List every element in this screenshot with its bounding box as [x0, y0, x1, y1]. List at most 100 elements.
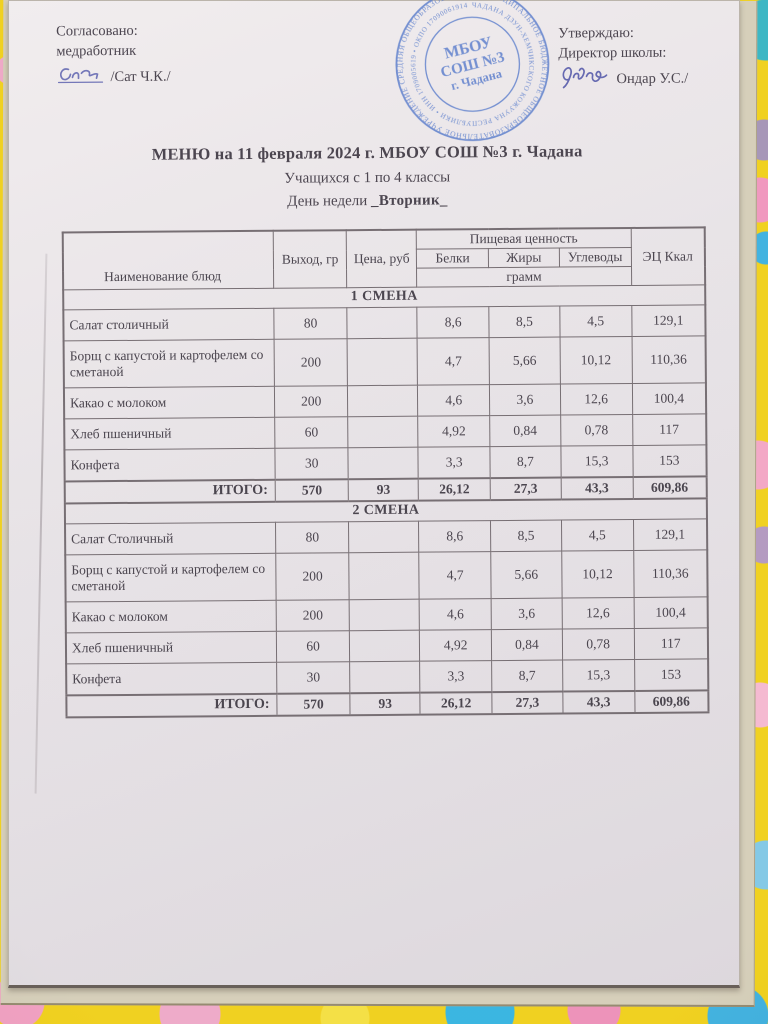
price-cell [349, 661, 421, 694]
header-dish-name: Наименование блюд [62, 230, 274, 290]
header-protein: Белки [416, 248, 489, 269]
menu-table-body: 1 СМЕНА Салат столичный 80 8,6 8,5 4,5 129,1 Бо… [63, 284, 709, 718]
energy-cell: 129,1 [631, 304, 706, 337]
title-block: МЕНЮ на 11 февраля 2024 г. МБОУ СОШ №3 г… [7, 140, 728, 213]
dish-name-cell: Хлеб пшеничный [65, 631, 277, 664]
totals-label-cell: ИТОГО: [66, 693, 278, 718]
carbs-cell: 12,6 [561, 597, 634, 630]
approval-left-title: Согласовано: [56, 22, 138, 40]
fat-cell: 8,7 [490, 446, 561, 479]
carbs-cell: 0,78 [560, 414, 633, 447]
carbs-cell: 4,5 [561, 519, 634, 552]
price-cell [347, 338, 418, 386]
approval-left-signature-row: /Сат Ч.К./ [56, 61, 171, 88]
protein-cell: 8,6 [417, 306, 490, 339]
document-content: Согласовано: медработник /Сат Ч.К./ Утве… [6, 0, 744, 988]
dish-name-cell: Конфета [66, 662, 277, 696]
total-carbs-cell: 43,3 [560, 476, 633, 500]
protein-cell: 4,7 [417, 337, 490, 386]
total-price-cell: 93 [348, 478, 419, 502]
dish-name-cell: Борщ с капустой и картофелем со сметаной [63, 339, 275, 388]
protein-cell: 4,7 [418, 551, 492, 600]
total-fat-cell: 27,3 [490, 477, 562, 501]
output-cell: 200 [275, 552, 350, 601]
price-cell [347, 385, 418, 417]
table-row: Какао с молоком 200 4,6 3,6 12,6 100,4 [63, 382, 707, 419]
protein-cell: 8,6 [418, 520, 491, 553]
dish-name-cell: Какао с молоком [65, 600, 277, 633]
price-cell [347, 307, 418, 339]
fat-cell: 8,5 [490, 520, 562, 552]
output-cell: 60 [274, 416, 349, 449]
menu-table-header: Наименование блюд Выход, гр Цена, руб Пи… [62, 227, 706, 290]
menu-table: Наименование блюд Выход, гр Цена, руб Пи… [61, 226, 710, 719]
total-price-cell: 93 [350, 692, 421, 716]
menu-subtitle-classes: Учащихся с 1 по 4 классы [284, 169, 451, 187]
totals-label-cell: ИТОГО: [64, 479, 276, 504]
carbs-cell: 10,12 [561, 550, 634, 599]
table-row: Конфета 30 3,3 8,7 15,3 153 [66, 658, 709, 696]
approval-left-block: Согласовано: медработник /Сат Ч.К./ [56, 21, 171, 88]
energy-cell: 110,36 [633, 549, 708, 598]
dish-name-cell: Борщ с капустой и картофелем со сметаной [65, 553, 277, 602]
menu-document-paper: Согласовано: медработник /Сат Ч.К./ Утве… [8, 0, 740, 988]
dish-name-cell: Хлеб пшеничный [64, 417, 275, 450]
total-protein-cell: 26,12 [420, 692, 493, 715]
fat-cell: 5,66 [489, 337, 561, 385]
protein-cell: 4,6 [419, 598, 492, 631]
approval-left-subtitle: медработник [56, 42, 137, 60]
table-row: Салат столичный 80 8,6 8,5 4,5 129,1 [63, 304, 706, 341]
total-carbs-cell: 43,3 [562, 690, 635, 714]
price-cell [349, 630, 420, 662]
table-row: Хлеб пшеничный 60 4,92 0,84 0,78 117 [64, 413, 707, 450]
output-cell: 200 [274, 385, 348, 418]
energy-cell: 129,1 [633, 518, 708, 551]
weekday-value: _Вторник_ [370, 192, 448, 210]
fat-cell: 5,66 [490, 551, 562, 599]
carbs-cell: 15,3 [560, 445, 633, 478]
header-output: Выход, гр [273, 230, 347, 289]
header-nutrition: Пищевая ценность [416, 227, 631, 250]
output-cell: 80 [275, 521, 350, 554]
total-energy-cell: 609,86 [632, 476, 707, 499]
price-cell [347, 416, 419, 448]
carbs-cell: 4,5 [559, 305, 632, 338]
header-price: Цена, руб [346, 229, 417, 288]
energy-cell: 100,4 [633, 596, 708, 629]
dish-name-cell: Какао с молоком [63, 386, 275, 419]
protein-cell: 4,6 [417, 384, 490, 417]
dish-name-cell: Салат Столичный [65, 522, 276, 555]
header-energy: ЭЦ Ккал [630, 227, 706, 286]
price-cell [348, 447, 419, 480]
energy-cell: 117 [633, 627, 709, 660]
dish-name-cell: Конфета [64, 448, 276, 482]
protein-cell: 4,92 [419, 629, 492, 662]
fat-cell: 0,84 [491, 629, 563, 661]
carbs-cell: 10,12 [559, 336, 633, 385]
approval-left-signed-name: /Сат Ч.К./ [110, 68, 171, 86]
output-cell: 30 [276, 661, 351, 694]
fat-cell: 3,6 [489, 384, 561, 416]
school-round-stamp: • МУНИЦИПАЛЬНОЕ БЮДЖЕТНОЕ ОБЩЕОБРАЗОВАТЕ… [388, 0, 550, 142]
total-protein-cell: 26,12 [418, 478, 491, 501]
weekday-prefix: День недели [287, 193, 372, 210]
price-cell [349, 552, 420, 600]
fat-cell: 0,84 [489, 415, 561, 447]
total-energy-cell: 609,86 [634, 690, 709, 713]
header-carbs: Углеводы [559, 247, 632, 268]
header-fat: Жиры [488, 248, 560, 268]
approval-right-signed-name: Ондар У.С./ [616, 70, 689, 88]
paper-crease [34, 253, 48, 794]
price-cell [349, 599, 420, 631]
approval-right-title: Утверждаю: [558, 24, 634, 42]
menu-weekday-line: День недели _Вторник_ [7, 190, 727, 213]
menu-title: МЕНЮ на 11 февраля 2024 г. МБОУ СОШ №3 г… [151, 141, 583, 164]
protein-cell: 3,3 [419, 660, 492, 693]
carbs-cell: 15,3 [562, 659, 635, 692]
table-row: Салат Столичный 80 8,6 8,5 4,5 129,1 [65, 518, 708, 555]
fat-cell: 8,7 [491, 660, 563, 693]
fat-cell: 8,5 [488, 306, 560, 338]
energy-cell: 117 [632, 413, 707, 446]
dish-name-cell: Салат столичный [63, 308, 275, 341]
